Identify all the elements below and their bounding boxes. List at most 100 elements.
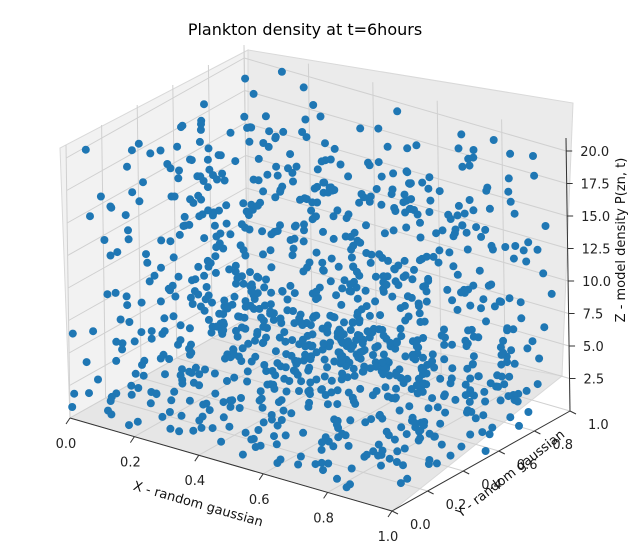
data-point (238, 272, 246, 281)
data-point (243, 377, 252, 386)
data-point (204, 291, 213, 300)
data-point (289, 244, 298, 253)
data-point (424, 274, 433, 283)
data-point (357, 190, 366, 198)
data-point (329, 313, 338, 321)
data-point (271, 134, 280, 143)
axes-group: 0.0 0.2 0.4 0.6 0.8 1.0 0.0 0.2 0.4 0.6 0.8 1.0 2.5 5… (56, 137, 611, 545)
data-point (123, 301, 132, 310)
data-point (317, 157, 326, 166)
data-point (169, 312, 178, 321)
data-point (449, 262, 458, 271)
data-point (402, 430, 411, 439)
data-point (533, 245, 542, 254)
data-point (515, 421, 523, 430)
data-point (277, 396, 286, 405)
data-point (107, 203, 116, 212)
data-point (275, 333, 284, 342)
data-point (269, 315, 278, 324)
data-point (463, 364, 472, 373)
data-point (477, 232, 486, 241)
data-point (453, 270, 462, 279)
data-point (528, 337, 537, 346)
data-point (305, 258, 314, 267)
x-tick-label: 0.0 (56, 437, 77, 452)
data-point (308, 341, 317, 350)
y-tick-label: 0.0 (410, 518, 431, 533)
data-point (387, 190, 396, 199)
data-point (524, 408, 533, 416)
data-point (317, 458, 326, 467)
data-point (424, 184, 433, 193)
data-point (296, 452, 305, 461)
data-point (271, 347, 280, 356)
data-point (112, 356, 121, 365)
data-point (146, 149, 155, 158)
z-gridline-left (69, 285, 248, 386)
data-point (166, 164, 175, 173)
x-tick-mark (129, 436, 135, 443)
data-point (400, 444, 409, 453)
data-point (445, 248, 454, 257)
data-point (457, 442, 466, 451)
data-point (134, 139, 143, 148)
data-point (401, 352, 410, 361)
data-point (366, 192, 375, 201)
data-point (222, 219, 231, 228)
data-point (251, 336, 259, 345)
data-point (522, 386, 531, 395)
data-point (326, 277, 335, 286)
data-point (399, 379, 408, 388)
data-point (419, 379, 428, 388)
data-point (239, 199, 248, 208)
data-point (200, 306, 209, 315)
data-point (499, 336, 508, 345)
data-point (125, 421, 133, 430)
data-point (392, 458, 401, 466)
data-point (280, 328, 289, 337)
z-gridline-left (67, 187, 247, 289)
y-tick-label: 0.6 (517, 458, 538, 473)
data-point (481, 397, 490, 406)
data-point (161, 370, 169, 379)
data-point (243, 123, 252, 132)
data-point (219, 318, 228, 327)
data-point (408, 275, 417, 284)
data-point (369, 351, 377, 359)
data-point (300, 226, 308, 235)
data-point (280, 374, 289, 383)
data-point (196, 125, 205, 134)
data-point (522, 257, 531, 266)
z-tick-label: 12.5 (582, 243, 611, 258)
data-point (419, 353, 427, 362)
data-point (401, 316, 410, 325)
x-gridline-floor (198, 354, 378, 456)
data-point (189, 426, 198, 435)
data-point (204, 262, 213, 271)
data-point (378, 325, 387, 334)
data-point (158, 412, 167, 421)
data-point (446, 215, 455, 223)
data-point (500, 380, 509, 389)
data-point (333, 400, 342, 409)
y-gridline-floor (141, 377, 464, 472)
data-point (391, 277, 400, 286)
data-point (375, 411, 384, 420)
data-point (287, 351, 296, 360)
data-point (509, 254, 518, 263)
x-tick-mark (65, 417, 71, 425)
data-point (195, 381, 204, 390)
data-point (319, 339, 328, 348)
data-point (219, 413, 228, 422)
data-point (344, 337, 352, 346)
data-point (211, 389, 220, 398)
data-point (506, 413, 515, 422)
data-point (281, 363, 290, 372)
data-point (541, 222, 550, 230)
data-point (238, 450, 247, 459)
data-point (278, 287, 287, 296)
data-point (428, 350, 437, 359)
data-point (323, 400, 332, 409)
data-point (273, 459, 282, 467)
